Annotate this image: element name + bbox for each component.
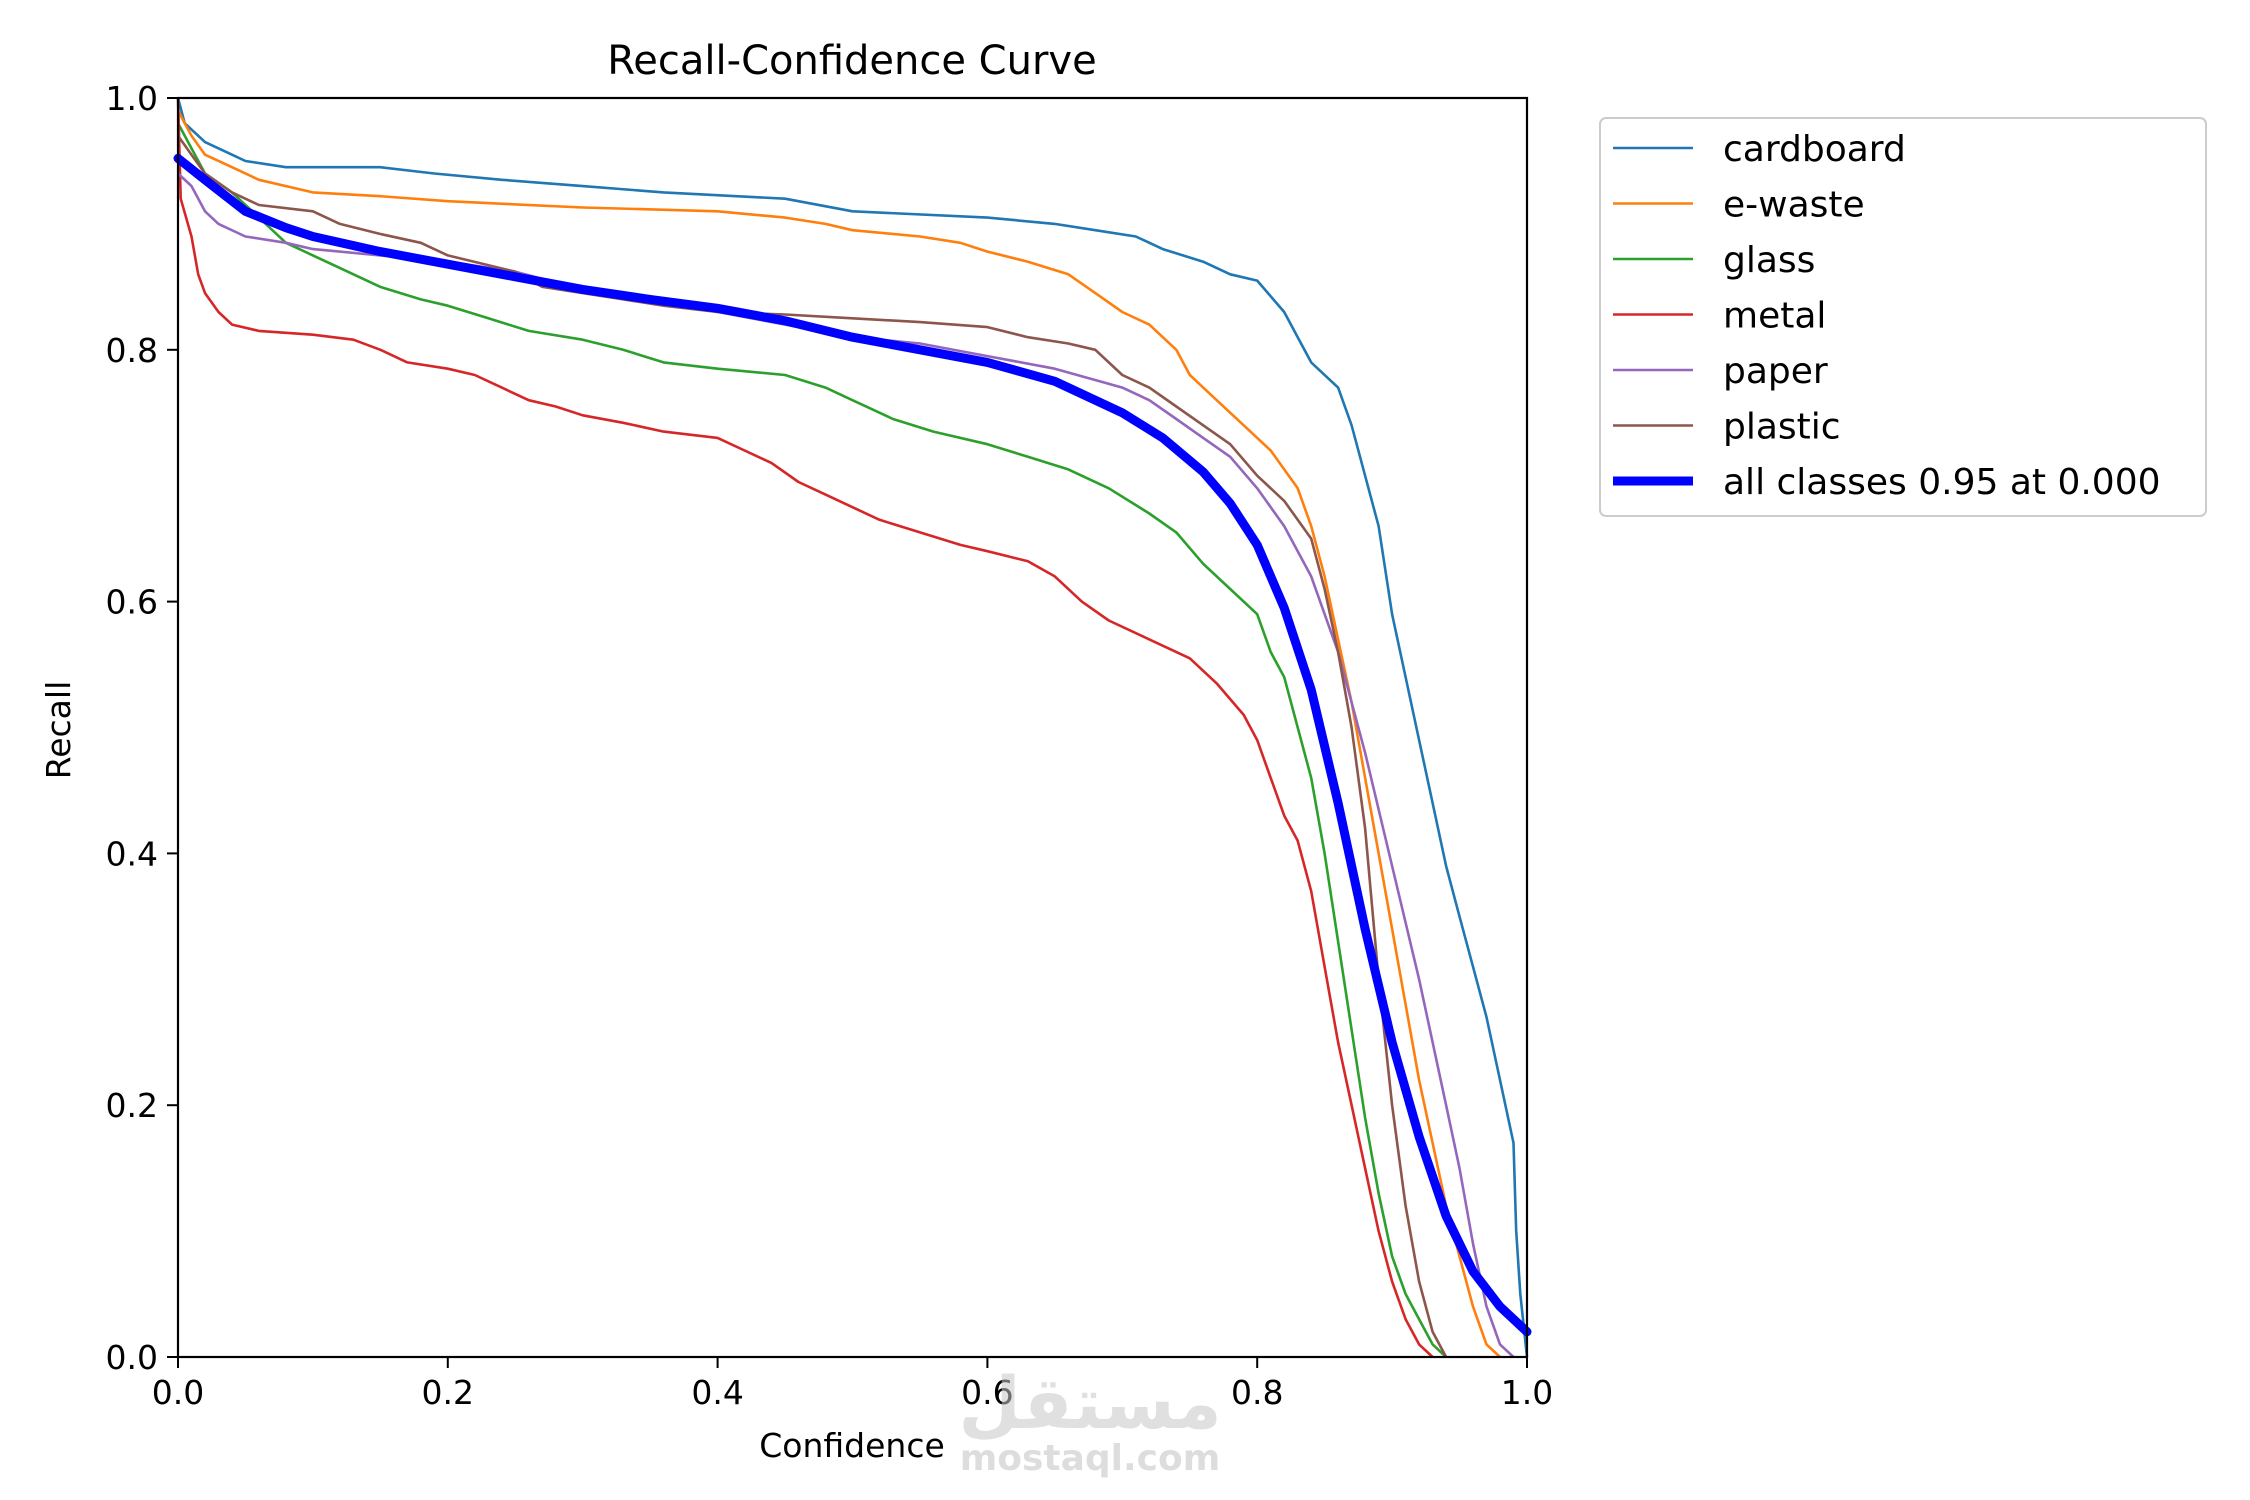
y-axis-ticks: 0.0 0.2 0.4 0.6 0.8 1.0 [106, 79, 178, 1377]
y-axis-label: Recall [39, 681, 78, 779]
watermark: مستقل mostaql.com [958, 1361, 1221, 1479]
series-line-plastic [176, 135, 1448, 1358]
x-tick-label: 1.0 [1501, 1373, 1553, 1412]
series-line-paper [177, 172, 1515, 1358]
x-tick-label: 0.0 [152, 1373, 204, 1412]
y-tick-label: 0.4 [106, 834, 158, 873]
watermark-latin: mostaql.com [960, 1438, 1221, 1479]
legend-label-e-waste: e-waste [1723, 185, 1865, 226]
x-tick-label: 0.6 [961, 1373, 1013, 1412]
series-line-glass [176, 122, 1447, 1358]
series-line-e-waste [176, 109, 1501, 1358]
legend-label-metal: metal [1723, 296, 1826, 337]
x-axis-ticks: 0.0 0.2 0.4 0.6 0.8 1.0 [152, 1357, 1553, 1412]
chart-title: Recall-Confidence Curve [607, 38, 1096, 84]
x-axis-label: Confidence [759, 1426, 945, 1465]
legend: cardboard e-waste glass metal paper plastic al… [1599, 117, 2207, 517]
series-line-all-classes-0-95-at-0-000 [173, 153, 1532, 1337]
legend-entries: cardboard e-waste glass metal paper plastic al… [1613, 129, 2161, 503]
series-line-cardboard [176, 97, 1529, 1358]
legend-label-paper: paper [1723, 351, 1828, 392]
y-tick-label: 0.0 [106, 1338, 158, 1377]
x-tick-label: 0.2 [422, 1373, 474, 1412]
plot-frame [176, 96, 1529, 1359]
y-tick-label: 0.2 [106, 1086, 158, 1125]
y-tick-label: 1.0 [106, 79, 158, 118]
x-tick-label: 0.8 [1231, 1373, 1283, 1412]
watermark-arabic: مستقل [958, 1361, 1221, 1445]
legend-label-glass: glass [1723, 240, 1815, 281]
y-tick-label: 0.6 [106, 583, 158, 622]
legend-label-cardboard: cardboard [1723, 129, 1906, 170]
x-tick-label: 0.4 [691, 1373, 743, 1412]
legend-label-plastic: plastic [1723, 407, 1841, 448]
legend-label-all-classes-0-95-at-0-000: all classes 0.95 at 0.000 [1723, 462, 2161, 503]
plot-series-group [173, 97, 1532, 1358]
series-line-metal [176, 97, 1434, 1358]
legend-box [1599, 117, 2207, 517]
y-tick-label: 0.8 [106, 331, 158, 370]
